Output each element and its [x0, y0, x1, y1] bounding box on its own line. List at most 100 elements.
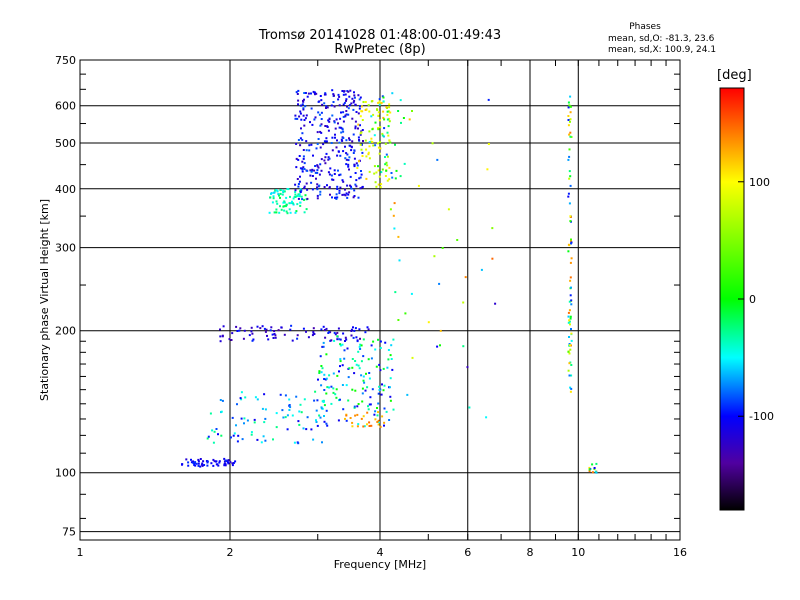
data-point [307, 92, 310, 95]
phases-stats-o: mean, sd,O: -81.3, 23.6 [608, 34, 715, 44]
data-point [286, 212, 289, 215]
data-point [342, 103, 345, 106]
data-point [390, 344, 393, 347]
data-point [283, 333, 286, 336]
data-point [361, 110, 364, 113]
data-point [327, 129, 330, 132]
data-point [337, 327, 340, 330]
data-point [391, 92, 394, 95]
data-point [299, 110, 302, 113]
data-point [364, 389, 367, 392]
data-point [370, 100, 373, 103]
data-point [263, 327, 266, 330]
data-point [292, 202, 294, 205]
data-point [350, 185, 352, 188]
data-point [351, 140, 354, 143]
data-point [348, 156, 351, 159]
data-point [302, 155, 305, 158]
data-point [309, 121, 311, 124]
data-point [357, 423, 360, 426]
data-point [388, 106, 391, 109]
data-point [261, 325, 264, 328]
data-point [331, 114, 334, 117]
data-point [347, 163, 350, 166]
data-point [341, 343, 344, 346]
data-point [376, 109, 379, 111]
data-point [344, 114, 347, 117]
data-point [339, 173, 342, 176]
data-point [338, 338, 341, 341]
data-point [353, 96, 356, 99]
data-point [320, 131, 323, 134]
data-point [368, 157, 371, 160]
data-point [320, 99, 323, 102]
data-point [202, 460, 205, 463]
data-point [361, 387, 364, 390]
data-point [297, 420, 300, 423]
data-point [349, 417, 352, 419]
data-point [267, 338, 270, 341]
data-point [337, 93, 340, 96]
data-point [345, 384, 348, 387]
data-point [392, 214, 395, 217]
data-point [316, 194, 319, 197]
data-point [377, 142, 379, 145]
data-point [299, 201, 302, 204]
data-point [334, 133, 336, 136]
data-point [287, 188, 290, 191]
data-point [291, 414, 294, 417]
y-tick-label: 400 [55, 183, 76, 196]
data-point [384, 175, 387, 177]
data-point [494, 302, 497, 305]
data-point [203, 464, 206, 466]
x-axis-label: Frequency [MHz] [334, 558, 426, 571]
data-point [348, 191, 351, 194]
data-point [393, 227, 396, 230]
data-point [570, 240, 572, 243]
data-point [327, 156, 330, 159]
data-point [333, 105, 336, 108]
data-point [367, 328, 370, 331]
data-point [296, 203, 299, 206]
data-point [568, 300, 571, 303]
data-point [336, 188, 339, 190]
data-point [342, 332, 345, 335]
data-point [319, 190, 322, 193]
data-point [283, 209, 286, 212]
data-point [320, 365, 323, 367]
data-point [570, 328, 572, 330]
data-point [329, 193, 331, 196]
data-point [323, 378, 326, 380]
data-point [274, 334, 277, 337]
data-point [328, 386, 330, 389]
data-point [256, 325, 259, 328]
data-point [569, 276, 572, 279]
data-point [277, 329, 280, 332]
data-point [391, 176, 394, 179]
data-point [273, 211, 276, 214]
data-point [275, 200, 278, 203]
data-point [331, 136, 334, 139]
data-point [360, 105, 363, 108]
data-point [285, 205, 288, 208]
data-point [295, 210, 298, 213]
data-point [271, 333, 274, 336]
data-point [348, 367, 351, 370]
data-point [288, 409, 291, 411]
data-point [358, 107, 361, 110]
data-point [403, 162, 406, 165]
data-point [212, 441, 215, 444]
data-point [368, 403, 371, 406]
data-point [316, 183, 319, 186]
data-point [300, 411, 303, 414]
data-point [308, 149, 311, 152]
data-point [272, 197, 275, 200]
data-point [383, 407, 386, 410]
data-point [385, 161, 388, 164]
data-point [306, 416, 309, 419]
data-point [284, 394, 287, 397]
data-point [302, 108, 305, 111]
data-point [327, 332, 330, 334]
data-point [570, 286, 572, 289]
